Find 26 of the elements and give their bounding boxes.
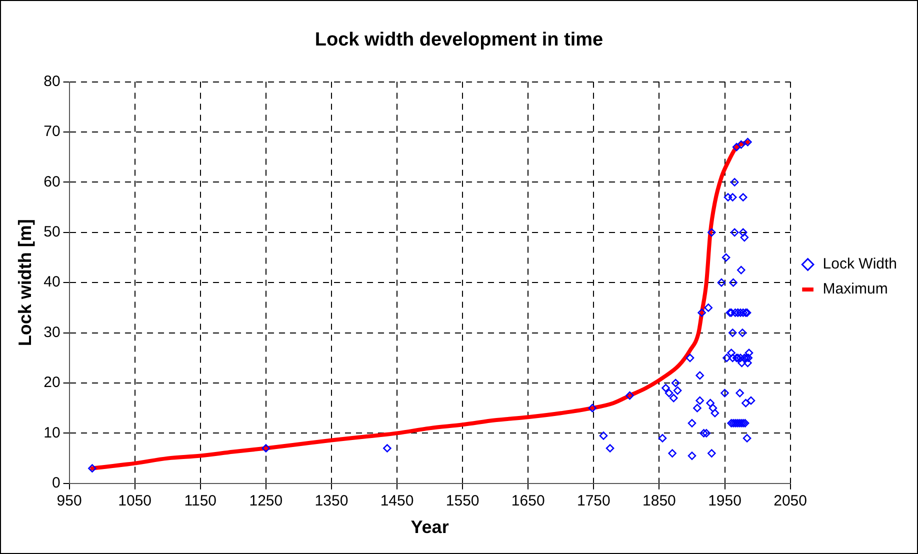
x-tick-label: 950	[56, 492, 82, 510]
x-tick-label: 1250	[249, 492, 283, 510]
x-tick-label: 1950	[708, 492, 742, 510]
y-axis-title: Lock width [m]	[14, 219, 35, 346]
y-tick-label: 60	[44, 173, 60, 190]
y-tick-label: 80	[44, 72, 60, 90]
y-tick-label: 30	[44, 324, 60, 341]
legend-label: Maximum	[822, 280, 888, 298]
chart-title: Lock width development in time	[314, 30, 604, 51]
y-tick-label: 0	[52, 474, 60, 492]
x-tick-label: 1450	[380, 492, 414, 510]
x-tick-label: 1750	[576, 492, 610, 510]
y-tick-label: 10	[44, 424, 60, 442]
x-tick-label: 1150	[184, 492, 217, 510]
y-tick-label: 70	[44, 123, 60, 140]
x-axis-title: Year	[410, 517, 449, 538]
x-tick-label: 1050	[118, 492, 152, 510]
x-tick-label: 1550	[446, 492, 480, 510]
legend-label: Lock Width	[822, 256, 898, 273]
y-tick-label: 50	[44, 224, 60, 241]
x-tick-label: 1650	[511, 492, 545, 510]
x-tick-label: 2050	[774, 492, 807, 510]
x-tick-label: 1850	[642, 492, 676, 510]
x-tick-label: 1350	[314, 492, 348, 510]
y-tick-label: 40	[44, 274, 60, 291]
y-tick-label: 20	[44, 374, 60, 392]
